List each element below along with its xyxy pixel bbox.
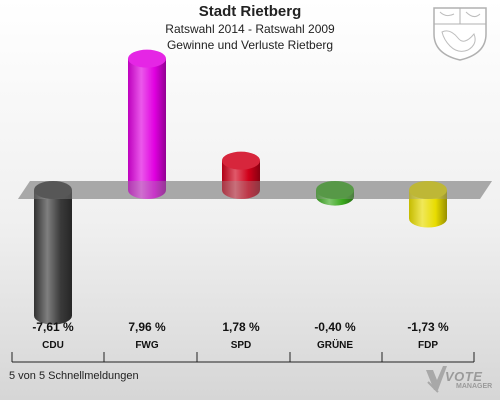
category-axis [11,352,475,363]
category-label: FWG [135,340,159,351]
coat-of-arms-icon [433,7,487,61]
chart-subtitle: Ratswahl 2014 - Ratswahl 2009 [165,22,335,36]
value-label: 1,78 % [222,320,260,334]
bar-cap [222,151,260,170]
category-label: SPD [231,340,252,351]
bar-cdu [34,181,72,325]
bar-spd [222,151,260,199]
bar-fwg [128,49,166,199]
zero-baseline-overlay [18,181,492,199]
bar-cap [316,181,354,199]
bar-cap [409,181,447,199]
bar-cap [128,49,166,68]
category-label: CDU [42,340,64,351]
category-label: GRÜNE [317,338,353,351]
bar-body [34,190,72,325]
bar-cap [34,181,72,199]
value-label: 7,96 % [128,320,166,334]
bar-body [128,58,166,199]
bar-grüne [316,181,354,206]
footer-note: 5 von 5 Schnellmeldungen [9,370,139,382]
bar-body [409,190,447,228]
vote-manager-logo-icon [426,366,447,393]
chart-subtitle-region: Gewinne und Verluste Rietberg [166,38,334,52]
bar-fdp [409,181,447,228]
value-label: -0,40 % [314,320,356,334]
bar-body [222,160,260,199]
category-label: FDP [418,340,438,351]
value-label: -7,61 % [32,320,74,334]
logo-text-vote: VOTE [445,369,483,384]
value-label: -1,73 % [407,320,449,334]
chart-title: Stadt Rietberg [198,3,302,20]
logo-text-manager: MANAGER [456,383,493,390]
